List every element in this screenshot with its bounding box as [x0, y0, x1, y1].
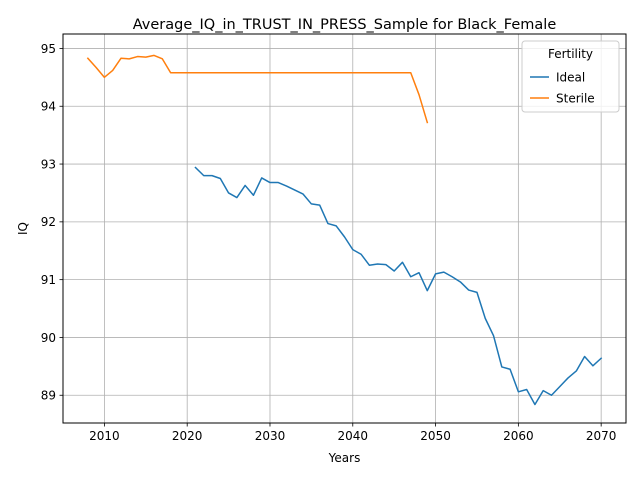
- x-tick-label: 2030: [255, 429, 286, 443]
- y-tick-label: 90: [41, 331, 56, 345]
- x-tick-label: 2070: [586, 429, 617, 443]
- y-axis-label: IQ: [16, 222, 30, 235]
- series-layer: [86, 54, 603, 406]
- y-tick-label: 91: [41, 273, 56, 287]
- grid: [63, 34, 626, 423]
- series-line-ideal: [194, 166, 603, 406]
- chart-title: Average_IQ_in_TRUST_IN_PRESS_Sample for …: [133, 17, 557, 33]
- y-tick-label: 93: [41, 157, 56, 171]
- y-tick-label: 92: [41, 215, 56, 229]
- x-tick-label: 2040: [338, 429, 369, 443]
- x-tick-label: 2060: [503, 429, 534, 443]
- legend-box: [521, 40, 620, 113]
- series-line-sterile: [86, 54, 429, 124]
- x-tick-label: 2050: [420, 429, 451, 443]
- x-axis-label: Years: [328, 451, 361, 465]
- legend-label-ideal: Ideal: [556, 70, 585, 84]
- legend-title: Fertility: [548, 47, 593, 61]
- x-axis-ticks: 2010 2020 2030 2040 2050 2060 2070: [89, 423, 616, 443]
- x-tick-label: 2020: [172, 429, 203, 443]
- x-tick-label: 2010: [89, 429, 120, 443]
- y-axis-ticks: 89 90 91 92 93 94 95: [41, 42, 63, 403]
- y-tick-label: 95: [41, 42, 56, 56]
- y-tick-label: 89: [41, 389, 56, 403]
- legend-entries: Ideal Sterile: [530, 70, 595, 105]
- legend-label-sterile: Sterile: [556, 91, 595, 105]
- plot-frame: [62, 33, 627, 424]
- y-tick-label: 94: [41, 100, 56, 114]
- legend: Fertility Ideal Sterile: [521, 40, 620, 113]
